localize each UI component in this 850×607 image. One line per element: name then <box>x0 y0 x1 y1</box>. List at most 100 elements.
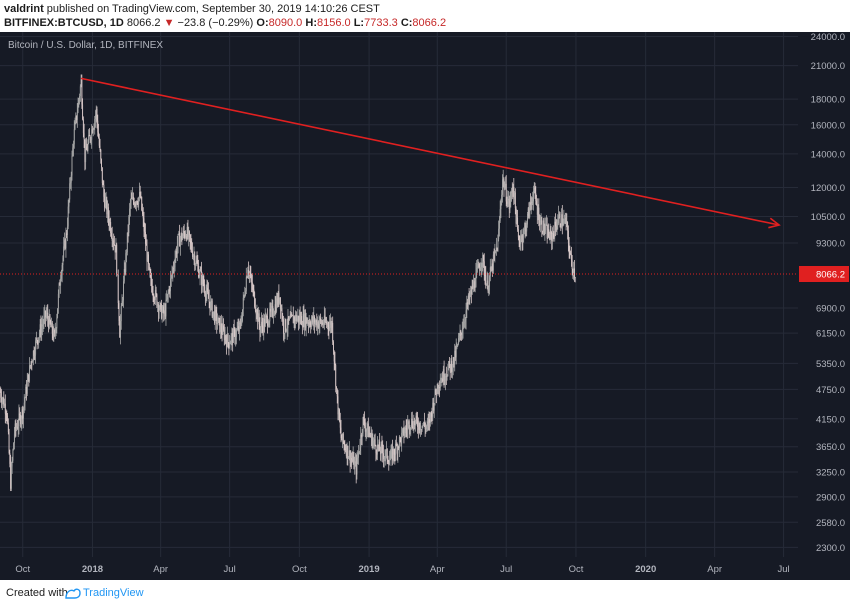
candle-body <box>189 234 191 241</box>
candle-body <box>555 226 557 230</box>
time-axis-background[interactable] <box>0 557 850 580</box>
candle-body <box>80 79 82 87</box>
candle-body <box>145 231 146 244</box>
candle-body <box>206 287 208 293</box>
candle-body <box>382 446 384 454</box>
candle-body <box>433 403 435 411</box>
candle-body <box>548 236 550 240</box>
candle-body <box>394 454 396 456</box>
chart-canvas[interactable]: Bitcoin / U.S. Dollar, 1D, BITFINEX 2400… <box>0 32 850 580</box>
candle-body <box>182 235 184 240</box>
candle-body <box>175 251 177 259</box>
candle-body <box>162 306 164 312</box>
candle-body <box>214 311 215 323</box>
candle-body <box>225 335 227 340</box>
candle-body <box>33 350 35 356</box>
candle-body <box>192 250 193 257</box>
candle-body <box>161 311 163 319</box>
candle-body <box>467 302 469 305</box>
plot-background <box>0 32 798 557</box>
candle-body <box>85 146 87 150</box>
candle-body <box>548 229 550 237</box>
candle-body <box>219 317 221 333</box>
candle-body <box>233 328 235 330</box>
author-name[interactable]: valdrint <box>4 3 44 15</box>
candle-body <box>304 313 306 328</box>
candle-body <box>167 292 169 295</box>
trendline-group[interactable] <box>80 77 781 229</box>
candle-body <box>527 208 529 214</box>
candle-body <box>3 397 5 407</box>
trendline[interactable] <box>80 77 780 226</box>
candle-body <box>460 331 462 334</box>
candle-body <box>524 225 526 229</box>
candle-body <box>181 233 183 240</box>
candle-body <box>408 421 410 430</box>
candle-body <box>147 254 149 262</box>
candle-body <box>364 425 366 432</box>
candle-body <box>405 427 407 429</box>
candle-body <box>55 328 57 332</box>
price-axis-label: 2900.0 <box>816 492 845 503</box>
candle-body <box>226 339 228 347</box>
candle-body <box>254 306 256 312</box>
price-axis-background[interactable] <box>798 32 850 557</box>
candle-body <box>389 458 391 461</box>
candle-body <box>104 196 106 208</box>
candle-body <box>257 309 259 322</box>
candle-body <box>47 312 49 320</box>
candle-body <box>72 147 74 156</box>
candle-body <box>151 278 153 287</box>
candle-body <box>572 268 574 274</box>
candle-body <box>92 129 94 134</box>
candle-body <box>252 289 254 290</box>
candle-body <box>130 198 132 202</box>
published-text: published on TradingView.com, September … <box>46 3 380 15</box>
candle-body <box>417 426 419 431</box>
candle-body <box>517 217 519 230</box>
candle-body <box>425 426 427 430</box>
candle-body <box>350 458 352 464</box>
candle-body <box>169 288 171 292</box>
candle-body <box>82 119 84 134</box>
candle-body <box>375 445 377 453</box>
candle-body <box>43 316 45 324</box>
last-price: 8066.2 <box>126 17 161 29</box>
candle-body <box>398 446 400 449</box>
tradingview-brand-link[interactable]: TradingView <box>83 587 144 599</box>
candle-body <box>263 318 265 332</box>
candle-body <box>128 216 130 233</box>
candle-body <box>87 142 89 151</box>
candle-body <box>443 369 445 382</box>
candle-body <box>107 207 109 215</box>
candle-body <box>298 315 300 323</box>
candle-body <box>304 313 306 328</box>
candle-body <box>306 317 308 324</box>
candle-body <box>495 247 497 251</box>
candle-body <box>435 389 437 394</box>
candle-body <box>84 139 86 163</box>
candle-body <box>551 234 553 242</box>
candle-body <box>450 360 452 372</box>
candle-body <box>42 323 44 326</box>
candle-body <box>187 226 189 237</box>
candle-body <box>541 220 543 232</box>
candle-body <box>295 314 297 321</box>
candle-body <box>180 233 182 239</box>
candle-body <box>173 267 175 269</box>
candle-body <box>236 328 238 331</box>
price-axis-label: 4150.0 <box>816 414 845 425</box>
price-axis-label: 10500.0 <box>811 212 845 223</box>
candle-body <box>401 432 403 444</box>
candle-body <box>79 86 81 97</box>
candle-body <box>143 218 145 232</box>
candle-body <box>32 361 34 363</box>
candle-body <box>345 450 347 457</box>
candle-body <box>261 321 262 328</box>
candle-body <box>468 295 470 300</box>
candle-body <box>348 450 350 458</box>
candle-body <box>310 325 312 328</box>
candle-body <box>445 376 447 381</box>
candle-body <box>511 191 512 193</box>
candle-body <box>132 196 134 199</box>
